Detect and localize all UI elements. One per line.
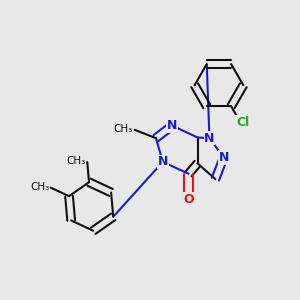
Text: N: N bbox=[218, 151, 229, 164]
Text: CH₃: CH₃ bbox=[67, 156, 86, 166]
Text: O: O bbox=[183, 193, 194, 206]
Text: N: N bbox=[167, 119, 178, 132]
Text: N: N bbox=[204, 132, 214, 145]
Text: N: N bbox=[158, 155, 168, 168]
Text: Cl: Cl bbox=[236, 116, 249, 129]
Text: CH₃: CH₃ bbox=[113, 124, 132, 134]
Text: CH₃: CH₃ bbox=[30, 182, 49, 192]
